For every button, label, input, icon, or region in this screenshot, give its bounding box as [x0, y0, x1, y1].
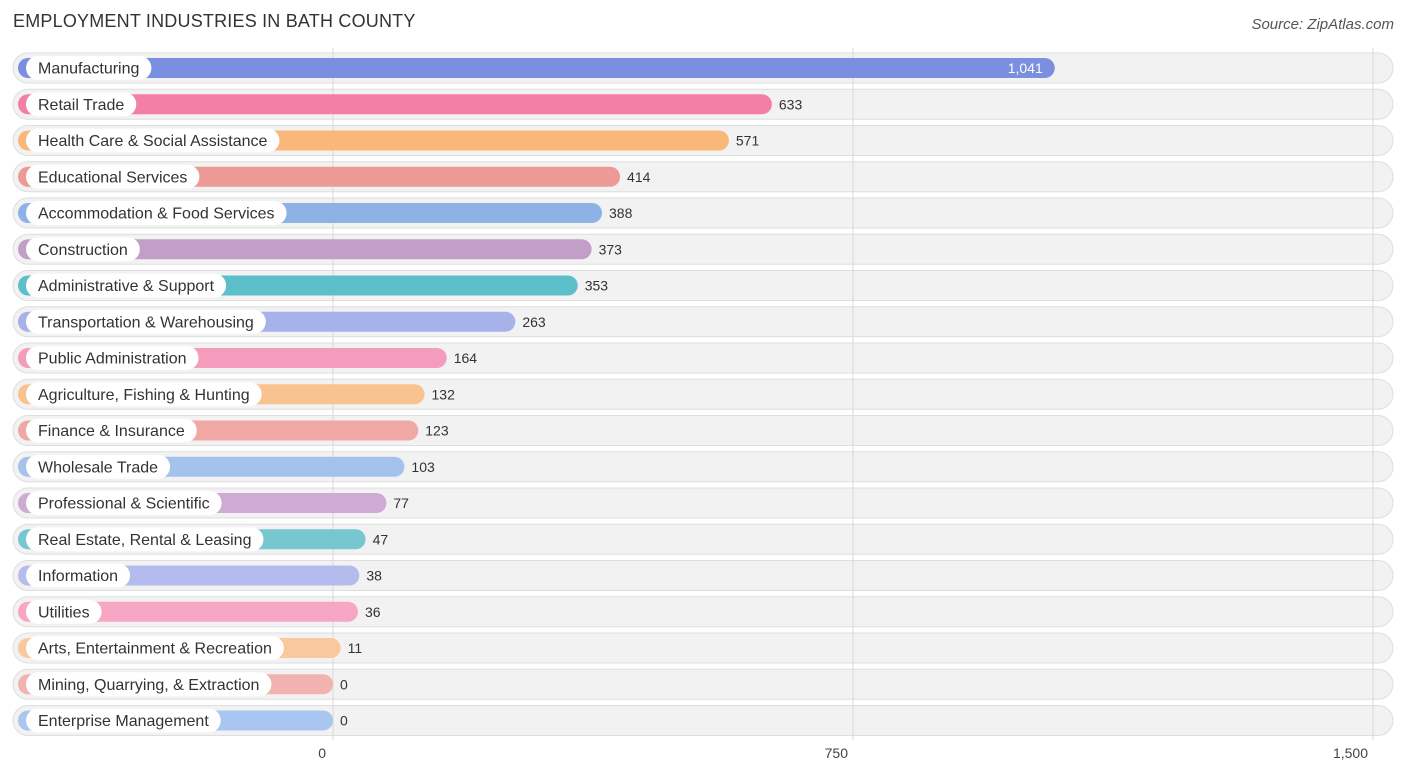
- category-label: Information: [38, 568, 118, 585]
- bar-row: Enterprise Management 0: [18, 708, 348, 733]
- value-label: 0: [340, 676, 348, 692]
- category-label-pill: [26, 309, 266, 334]
- category-label-pill: [26, 563, 131, 588]
- bar-row: Utilities 36: [18, 599, 381, 624]
- bar-row: Mining, Quarrying, & Extraction 0: [18, 672, 348, 697]
- category-label-pill: [26, 708, 221, 733]
- category-label: Mining, Quarrying, & Extraction: [38, 677, 259, 694]
- bar-row: Agriculture, Fishing & Hunting 132: [18, 382, 456, 407]
- value-label: 1,041: [1008, 60, 1043, 76]
- category-label-pill: [26, 164, 200, 189]
- bar-row: Health Care & Social Assistance 571: [18, 128, 760, 153]
- value-label: 77: [393, 495, 409, 511]
- value-label: 353: [585, 278, 609, 294]
- category-label: Retail Trade: [38, 97, 124, 114]
- category-label-pill: [26, 382, 262, 407]
- bar-row: Arts, Entertainment & Recreation 11: [18, 636, 362, 660]
- value-label: 414: [627, 169, 651, 185]
- category-label: Educational Services: [38, 169, 187, 186]
- bar-row: Finance & Insurance 123: [18, 418, 449, 443]
- category-label-pill: [26, 418, 197, 443]
- category-label: Transportation & Warehousing: [38, 314, 254, 331]
- bar-row: Wholesale Trade 103: [18, 454, 435, 479]
- value-label: 132: [432, 386, 456, 402]
- category-label: Wholesale Trade: [38, 459, 158, 476]
- category-label: Administrative & Support: [38, 278, 215, 295]
- bar: [18, 239, 592, 260]
- row-track: [12, 705, 1394, 736]
- x-tick-label: 0: [318, 745, 326, 761]
- bar-row: Educational Services 414: [18, 164, 651, 189]
- row-track: [12, 560, 1394, 591]
- category-label: Enterprise Management: [38, 713, 209, 730]
- value-label: 164: [454, 350, 478, 366]
- category-label-pill: [26, 527, 264, 552]
- bar-row: Real Estate, Rental & Leasing 47: [18, 527, 389, 552]
- value-label: 47: [373, 531, 389, 547]
- value-label: 388: [609, 205, 633, 221]
- bar-row: Retail Trade 633: [18, 92, 803, 117]
- bar-row: Manufacturing 1,041: [18, 56, 1055, 80]
- value-label: 263: [522, 314, 546, 330]
- category-label-pill: [26, 454, 171, 479]
- category-label: Professional & Scientific: [38, 496, 210, 513]
- bar-row: Public Administration 164: [18, 346, 477, 370]
- bar-row: Administrative & Support 353: [18, 273, 609, 298]
- bar-row: Construction 373: [18, 237, 623, 262]
- bar-row: Information 38: [18, 563, 382, 588]
- value-label: 36: [365, 604, 381, 620]
- category-label-pill: [26, 672, 272, 697]
- category-label-pill: [26, 273, 227, 298]
- bar: [18, 58, 1055, 78]
- bar: [18, 601, 358, 622]
- value-label: 571: [736, 133, 760, 149]
- x-tick-label: 750: [825, 745, 849, 761]
- category-label: Construction: [38, 242, 128, 259]
- value-label: 123: [425, 423, 449, 439]
- bar-row: Transportation & Warehousing 263: [18, 309, 546, 334]
- category-label-pill: [26, 201, 287, 225]
- bar-row: Accommodation & Food Services 388: [18, 201, 633, 225]
- bar: [18, 94, 772, 115]
- category-label: Agriculture, Fishing & Hunting: [38, 387, 250, 404]
- value-label: 11: [348, 640, 363, 656]
- chart-title: EMPLOYMENT INDUSTRIES IN BATH COUNTY: [13, 11, 416, 31]
- category-label: Utilities: [38, 604, 90, 621]
- value-label: 373: [599, 241, 623, 257]
- category-label: Manufacturing: [38, 61, 139, 78]
- category-label: Finance & Insurance: [38, 423, 185, 440]
- value-label: 633: [779, 96, 803, 112]
- bar-row: Professional & Scientific 77: [18, 491, 409, 515]
- value-label: 0: [340, 713, 348, 729]
- value-label: 38: [366, 568, 382, 584]
- category-label-pill: [26, 599, 102, 624]
- row-track: [12, 596, 1394, 628]
- category-label-pill: [26, 346, 199, 370]
- category-label-pill: [26, 92, 137, 117]
- row-track: [12, 668, 1394, 700]
- x-tick-label: 1,500: [1333, 745, 1368, 761]
- category-label: Health Care & Social Assistance: [38, 133, 268, 150]
- category-label-pill: [26, 491, 222, 515]
- category-label: Public Administration: [38, 351, 187, 368]
- category-label-pill: [26, 636, 284, 660]
- category-label-pill: [26, 128, 280, 153]
- category-label: Arts, Entertainment & Recreation: [38, 641, 272, 658]
- category-label: Real Estate, Rental & Leasing: [38, 532, 251, 549]
- chart-source: Source: ZipAtlas.com: [1251, 16, 1394, 33]
- category-label-pill: [26, 237, 140, 262]
- category-label-pill: [26, 56, 152, 80]
- row-track: [12, 632, 1394, 664]
- value-label: 103: [411, 459, 435, 475]
- category-label: Accommodation & Food Services: [38, 206, 275, 223]
